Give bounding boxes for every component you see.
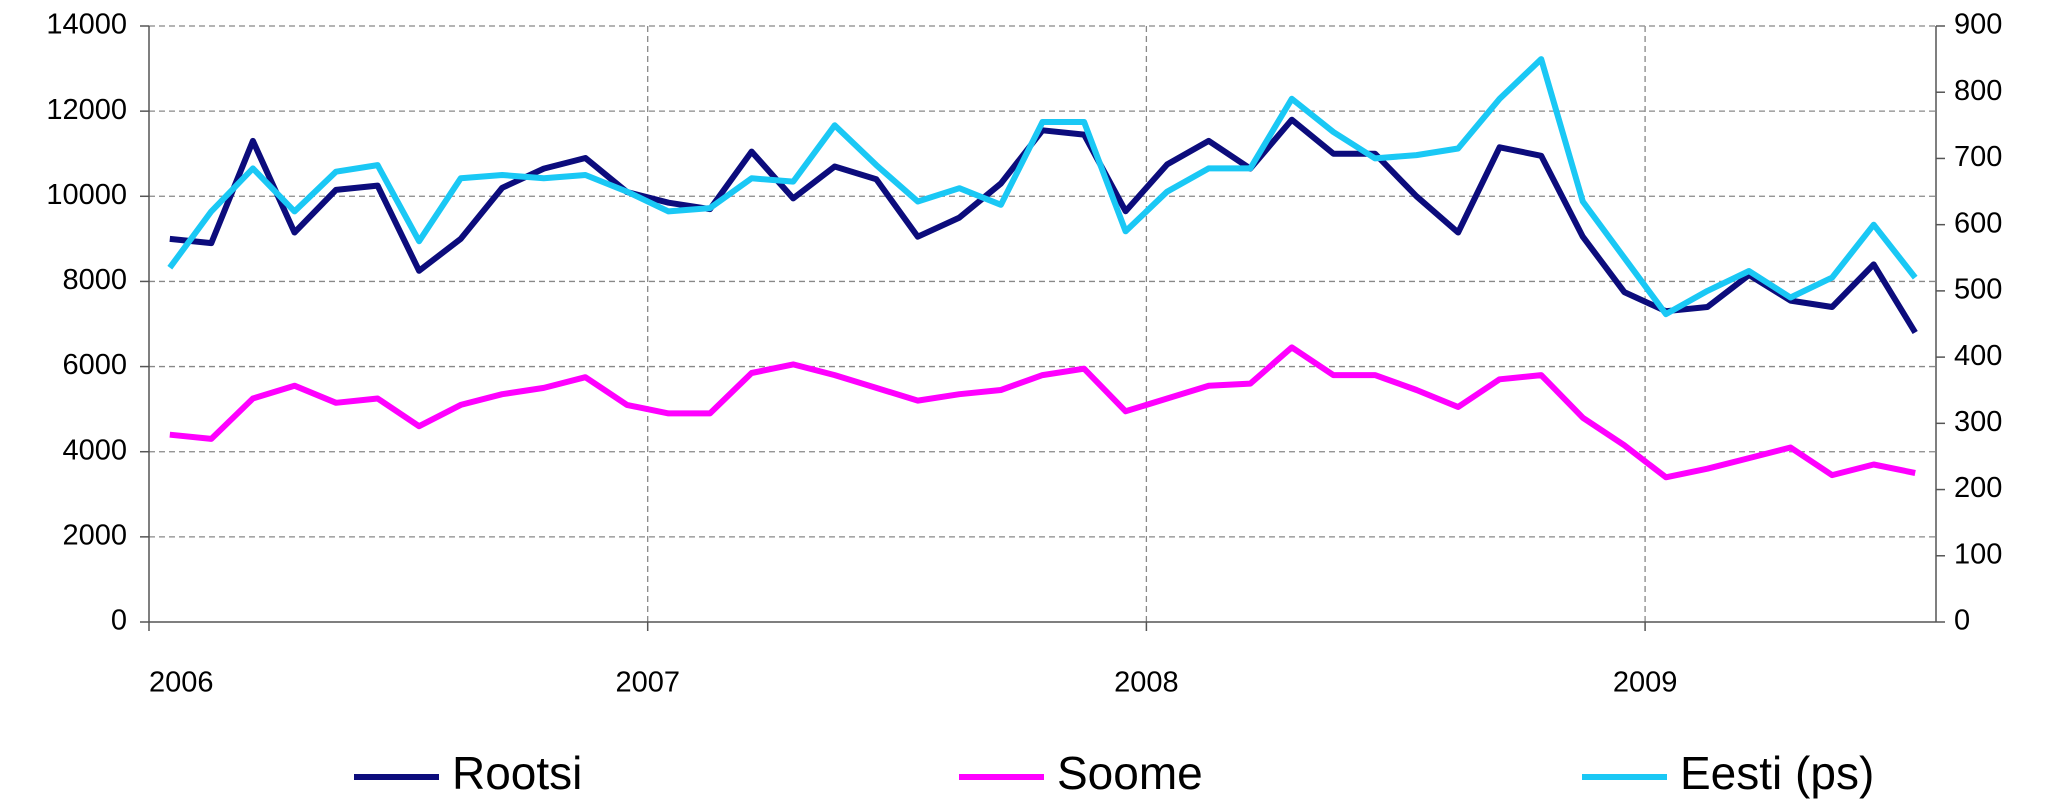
- legend-label: Soome: [1057, 747, 1203, 799]
- series-line: [169, 116, 1918, 335]
- y2-tick-label: 0: [1954, 605, 1970, 637]
- y-tick-label: 4000: [62, 434, 127, 466]
- y2-tick-label: 800: [1954, 75, 2002, 107]
- x-tick-label: 2008: [1114, 667, 1179, 699]
- y-tick-label: 6000: [62, 349, 127, 381]
- y-tick-label: 14000: [46, 9, 127, 41]
- y2-tick-label: 700: [1954, 141, 2002, 173]
- y2-tick-label: 200: [1954, 472, 2002, 504]
- y2-tick-label: 300: [1954, 406, 2002, 438]
- y2-tick-label: 100: [1954, 538, 2002, 570]
- y-tick-label: 0: [111, 605, 127, 637]
- y-tick-label: 2000: [62, 520, 127, 552]
- y2-tick-label: 400: [1954, 340, 2002, 372]
- y-tick-label: 8000: [62, 264, 127, 296]
- legend-label: Eesti (ps): [1680, 747, 1874, 799]
- series-line: [167, 56, 1918, 318]
- y2-tick-label: 600: [1954, 207, 2002, 239]
- x-tick-label: 2007: [615, 667, 680, 699]
- x-tick-label: 2006: [149, 667, 214, 699]
- y-tick-label: 10000: [46, 179, 127, 211]
- y-tick-label: 12000: [46, 94, 127, 126]
- y2-tick-label: 900: [1954, 9, 2002, 41]
- legend-label: Rootsi: [452, 747, 582, 799]
- series-line: [169, 344, 1916, 481]
- y2-tick-label: 500: [1954, 274, 2002, 306]
- x-tick-label: 2009: [1613, 667, 1678, 699]
